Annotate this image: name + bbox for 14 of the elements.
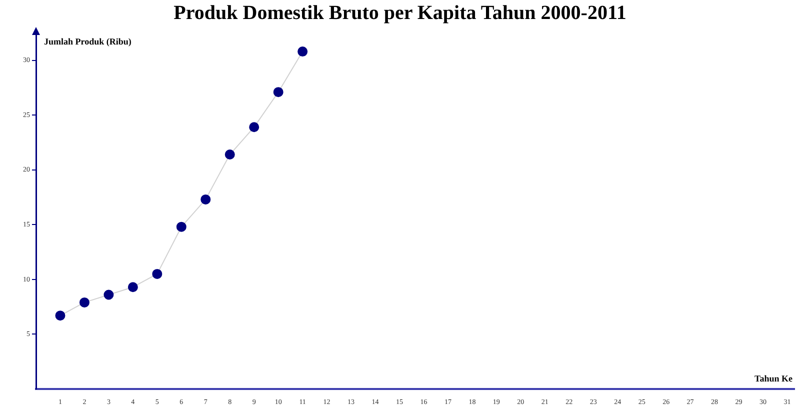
point bbox=[128, 282, 138, 292]
point bbox=[79, 297, 90, 308]
point bbox=[152, 268, 162, 279]
point bbox=[176, 222, 186, 232]
point bbox=[104, 290, 114, 300]
point bbox=[55, 310, 66, 321]
point bbox=[200, 194, 211, 204]
point bbox=[298, 46, 308, 57]
x-axis-title: Tahun Ke bbox=[754, 373, 792, 384]
point bbox=[224, 150, 235, 160]
point bbox=[249, 122, 260, 132]
y-axis-title: Jumlah Produk (Ribu) bbox=[44, 36, 132, 46]
chart-title: Produk Domestik Bruto per Kapita Tahun 2000-2011 bbox=[174, 2, 626, 24]
point bbox=[273, 87, 284, 98]
